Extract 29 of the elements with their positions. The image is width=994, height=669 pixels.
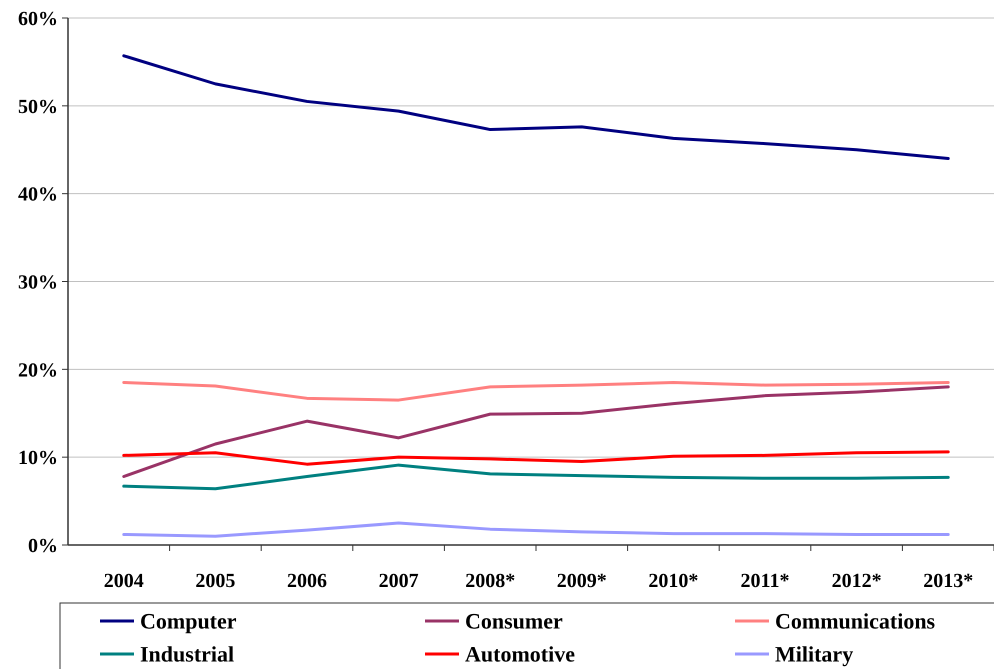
legend-label: Communications	[775, 608, 936, 634]
legend-label: Automotive	[465, 642, 576, 667]
line-series	[122, 450, 950, 466]
y-tick-label: 0%	[28, 535, 58, 557]
x-tick-label: 2005	[195, 570, 236, 592]
legend-label: Military	[775, 642, 854, 667]
x-tick-label: 2010*	[648, 570, 698, 592]
y-tick-label: 20%	[18, 359, 58, 382]
line-series	[122, 522, 950, 538]
line-series	[122, 54, 950, 160]
line-series	[122, 385, 950, 478]
x-tick-label: 2009*	[556, 570, 607, 592]
x-tick-label: 2012*	[832, 570, 882, 592]
y-tick-label: 50%	[18, 96, 58, 118]
y-tick-label: 30%	[18, 272, 58, 294]
line-series	[122, 464, 950, 490]
y-tick-label: 10%	[18, 447, 58, 470]
legend-label: Industrial	[140, 642, 234, 667]
line-series	[122, 381, 950, 402]
x-tick-label: 2006	[287, 570, 327, 592]
legend-label: Computer	[140, 608, 237, 634]
x-tick-label: 2011*	[740, 570, 790, 592]
y-tick-label: 60%	[18, 8, 58, 30]
x-tick-label: 2004	[104, 570, 144, 592]
x-tick-label: 2008*	[465, 570, 516, 592]
x-tick-label: 2013*	[923, 570, 974, 592]
x-tick-label: 2007	[378, 570, 419, 592]
y-tick-label: 40%	[18, 184, 58, 206]
legend-label: Consumer	[465, 608, 564, 634]
